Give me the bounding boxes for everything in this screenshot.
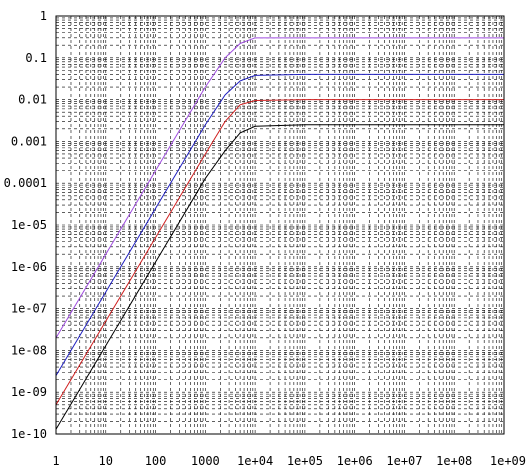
y-tick-label: 0.01 (18, 93, 47, 107)
y-tick-label: 0.0001 (4, 176, 47, 190)
x-tick-label: 100 (145, 454, 167, 468)
x-tick-label: 1000 (191, 454, 220, 468)
y-tick-label: 1e-05 (11, 218, 47, 232)
x-tick-label: 1e+06 (337, 454, 373, 468)
plot-frame (55, 15, 505, 435)
x-tick-label: 1e+04 (237, 454, 273, 468)
plot-border (55, 15, 505, 435)
series-line-2 (55, 73, 504, 376)
x-tick-label: 1e+08 (436, 454, 472, 468)
y-tick-label: 0.001 (11, 134, 47, 148)
y-tick-label: 1e-06 (11, 260, 47, 274)
y-tick-labels: 1 0.1 0.01 0.001 0.0001 1e-05 1e-06 1e-07 1e-08 1… (4, 9, 47, 441)
y-tick-label: 1e-07 (11, 302, 47, 316)
y-tick-label: 1 (40, 9, 47, 23)
x-tick-label: 1e+07 (386, 454, 422, 468)
x-tick-labels: 1 10 100 1000 1e+04 1e+05 1e+06 1e+07 1e+08 1e+09 (52, 454, 526, 468)
series-line-1 (55, 37, 504, 339)
grid-layer (56, 16, 504, 434)
y-tick-label: 0.1 (25, 51, 47, 65)
series-layer (55, 37, 504, 430)
y-tick-label: 1e-09 (11, 385, 47, 399)
series-line-3 (55, 99, 504, 406)
x-tick-label: 1e+05 (287, 454, 323, 468)
y-tick-label: 1e-10 (11, 427, 47, 441)
x-tick-label: 10 (99, 454, 113, 468)
y-tick-label: 1e-08 (11, 343, 47, 357)
x-tick-label: 1e+09 (490, 454, 526, 468)
series-line-4 (55, 124, 504, 430)
x-tick-label: 1 (52, 454, 59, 468)
